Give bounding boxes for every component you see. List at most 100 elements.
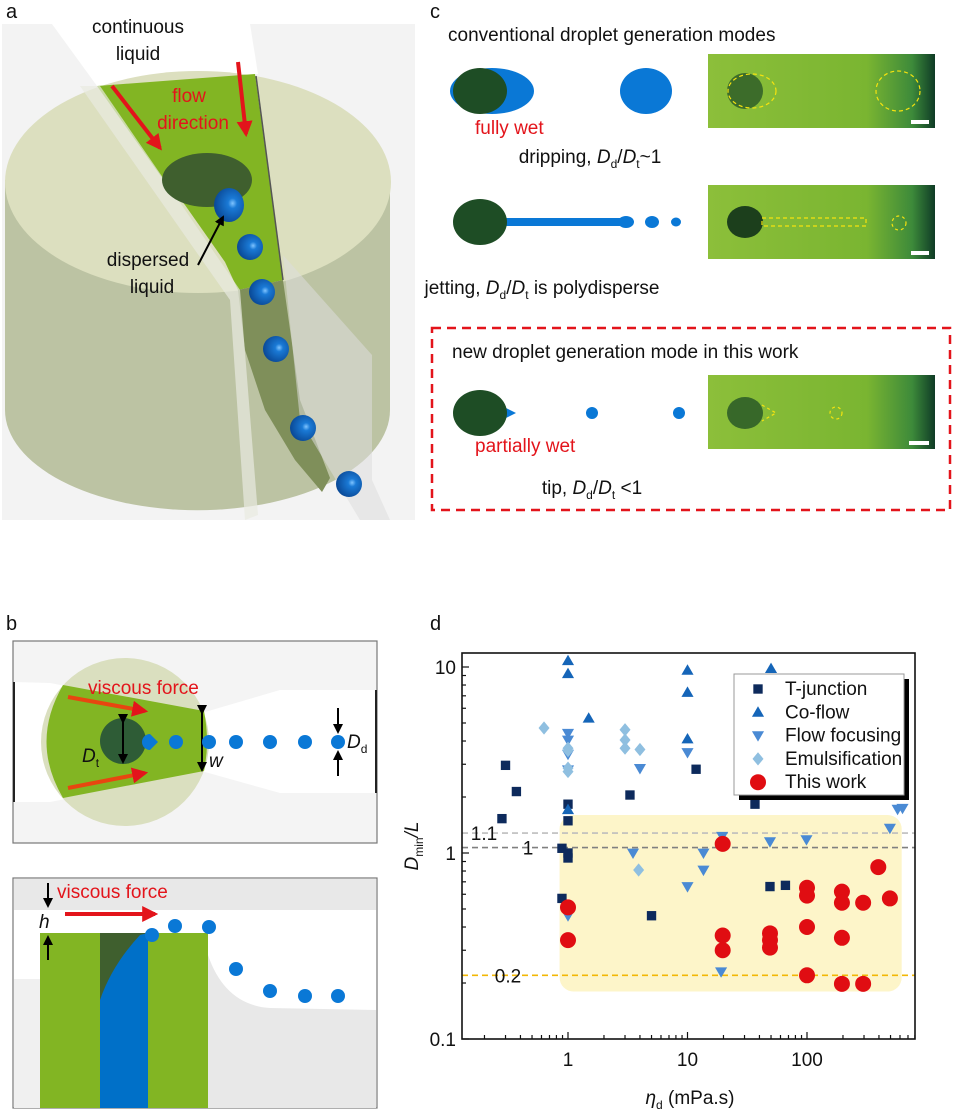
series-this-work: [560, 835, 898, 992]
droplet-forming: [214, 188, 244, 222]
data-point: [765, 881, 775, 892]
nozzle: [453, 390, 507, 436]
droplet-tip: [142, 734, 158, 750]
droplet: [298, 989, 312, 1003]
panel-label-b: b: [6, 613, 17, 635]
data-point: [562, 744, 574, 758]
droplets-side: [145, 919, 345, 1003]
label-continuous: continuous: [92, 17, 184, 38]
nozzle-in-photo: [727, 397, 763, 429]
data-point: [714, 927, 731, 944]
panel-c: c conventional droplet generation modes …: [424, 1, 952, 512]
data-point: [896, 803, 909, 815]
series-emulsification: [538, 721, 646, 877]
slab-gap: [52, 24, 258, 86]
label-dt: Dt: [82, 746, 100, 770]
legend-label: Co-flow: [785, 702, 850, 723]
flow-arrow-left: [110, 84, 162, 151]
legend-label: T-junction: [785, 679, 867, 700]
data-point: [561, 654, 575, 666]
flow-arrow-right: [236, 61, 253, 138]
data-point: [634, 742, 646, 757]
droplet: [202, 735, 216, 749]
data-point: [681, 664, 694, 675]
data-point: [625, 790, 635, 800]
label-flow: flow: [172, 86, 206, 107]
label-viscous-force-bottom: viscous force: [57, 882, 168, 903]
jet: [500, 218, 622, 226]
droplet: [290, 415, 316, 441]
data-point: [538, 721, 550, 735]
data-point: [833, 883, 850, 900]
data-point: [681, 882, 694, 893]
legend-marker: [750, 774, 766, 791]
label-partially-wet: partially wet: [475, 436, 576, 457]
droplet: [145, 928, 159, 942]
droplet: [336, 471, 362, 497]
reference-line-label: 1.1: [471, 824, 497, 845]
droplet: [202, 920, 216, 934]
viscous-force-arrow: [67, 767, 149, 790]
data-point: [619, 733, 631, 747]
scale-bar: [909, 441, 929, 445]
data-point: [619, 723, 631, 737]
droplet: [645, 216, 659, 228]
data-point: [633, 763, 646, 775]
data-point: [750, 799, 760, 809]
legend-marker: [751, 706, 765, 717]
panel-b: b viscous force: [6, 613, 378, 1109]
data-point: [626, 848, 640, 860]
droplet: [673, 407, 685, 419]
side-view: viscous force h: [12, 877, 378, 1109]
data-point: [681, 732, 694, 744]
data-point: [715, 967, 728, 978]
bottom-wall-step: [208, 955, 376, 1108]
data-point: [697, 865, 710, 877]
label-dispersed-liquid: liquid: [130, 277, 174, 298]
data-point: [855, 894, 872, 911]
data-point: [563, 816, 573, 826]
dispersed-phase: [100, 933, 148, 1108]
data-point: [562, 764, 574, 779]
nozzle: [453, 68, 507, 114]
data-point: [511, 786, 522, 797]
data-point: [883, 823, 896, 835]
data-point: [799, 919, 815, 936]
data-point: [557, 893, 567, 904]
droplet: [169, 735, 183, 749]
data-point: [761, 939, 778, 956]
data-point: [563, 853, 573, 863]
legend-label: Emulsification: [785, 749, 902, 770]
y-tick-label: 0.1: [430, 1030, 456, 1051]
droplet: [229, 962, 243, 976]
slab-side: [283, 255, 390, 520]
data-point: [799, 887, 815, 904]
dispersed-pointer-arrow: [197, 215, 224, 266]
data-point: [855, 975, 872, 992]
label-h: h: [39, 912, 50, 933]
x-tick-label: 10: [677, 1050, 698, 1071]
highlight-region: [559, 815, 902, 992]
legend-marker: [751, 731, 765, 742]
scale-bar: [911, 120, 929, 124]
outline-droplet: [829, 406, 843, 420]
droplet: [671, 217, 681, 227]
data-point: [881, 890, 898, 907]
data-point: [560, 899, 576, 916]
data-point: [870, 859, 887, 876]
droplets-3d: [214, 188, 362, 497]
nozzle-in-photo: [727, 206, 763, 238]
label-direction: direction: [157, 113, 229, 134]
caption-tip: tip, Dd/Dt <1: [542, 478, 642, 502]
droplet: [263, 735, 277, 749]
droplet: [586, 407, 598, 419]
channel-edge: [255, 75, 284, 281]
panel-label-a: a: [6, 1, 18, 23]
data-point: [557, 843, 567, 853]
data-point: [563, 848, 573, 858]
nozzle: [453, 199, 507, 245]
data-point: [561, 803, 575, 815]
droplet: [168, 919, 182, 933]
